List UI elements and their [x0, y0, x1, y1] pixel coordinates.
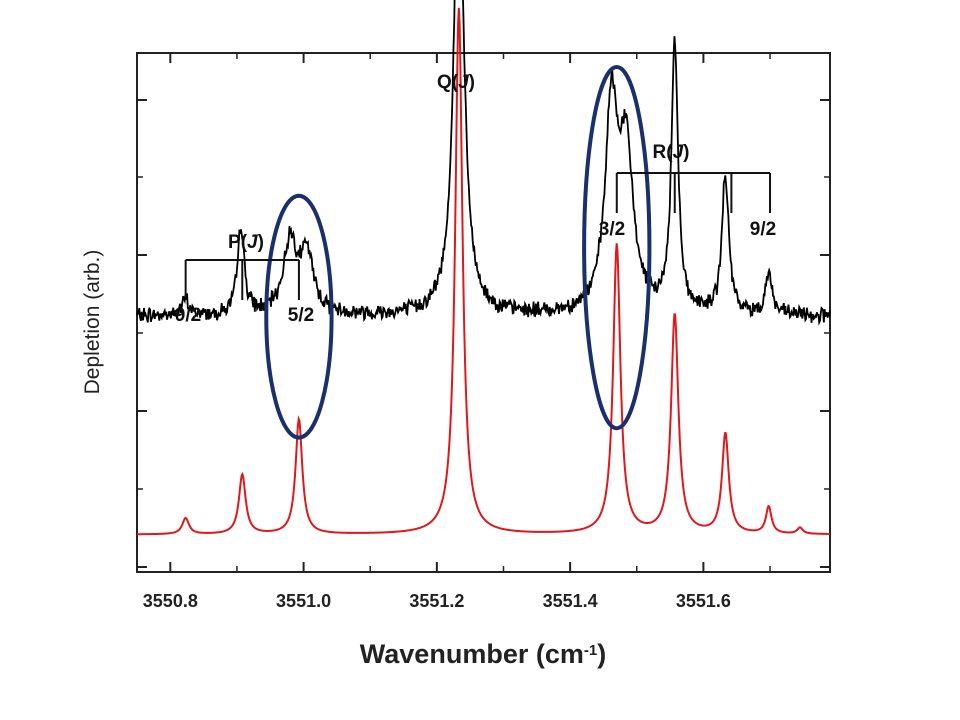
- experiment-series-line: [136, 0, 831, 326]
- x-tick-label: 3551.4: [543, 591, 598, 611]
- r-branch-right-value: 9/2: [750, 219, 776, 240]
- highlight-ellipse: [264, 193, 334, 440]
- p-branch-label: P(J): [228, 232, 264, 253]
- r-branch-label: R(J): [653, 142, 690, 163]
- p-branch-right-value: 5/2: [288, 305, 314, 326]
- branch-brackets: [184, 172, 772, 300]
- x-axis-ticks: 3550.8 3551.0 3551.2 3551.4 3551.6: [143, 53, 771, 611]
- highlight-ellipses: [264, 65, 652, 440]
- r-branch-left-value: 3/2: [599, 219, 625, 240]
- x-axis-title: Wavenumber (cm-1): [360, 639, 606, 669]
- y-axis-ticks: [137, 99, 830, 568]
- x-tick-label: 3551.0: [276, 591, 331, 611]
- y-axis-title: Depletion (arb.): [81, 250, 104, 395]
- q-branch-label: Q(J): [437, 72, 475, 93]
- x-tick-label: 3550.8: [143, 591, 198, 611]
- highlight-ellipse: [582, 65, 652, 431]
- x-tick-label: 3551.2: [409, 591, 464, 611]
- simulation-series-line: [136, 7, 831, 536]
- x-tick-label: 3551.6: [676, 591, 731, 611]
- p-branch-left-value: 9/2: [175, 305, 201, 326]
- plot-frame: [136, 52, 831, 573]
